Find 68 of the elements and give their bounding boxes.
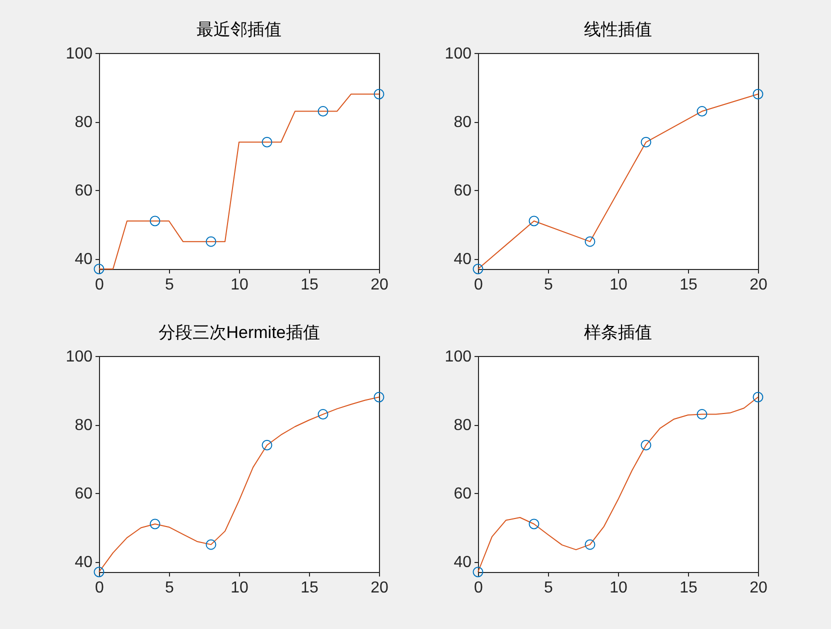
line-series bbox=[478, 94, 758, 270]
point bbox=[374, 88, 384, 100]
x-tick-label: 20 bbox=[750, 276, 768, 294]
point bbox=[528, 518, 540, 530]
y-tick-label: 80 bbox=[74, 417, 93, 434]
y-tick-label: 40 bbox=[454, 554, 472, 572]
point bbox=[752, 392, 764, 402]
line-series bbox=[478, 396, 758, 572]
point bbox=[318, 409, 328, 420]
chart-title: 样条插值 bbox=[584, 323, 652, 342]
x-tick-label: 10 bbox=[230, 276, 248, 294]
point bbox=[262, 440, 272, 450]
point bbox=[150, 518, 160, 530]
x-tick-label: 5 bbox=[544, 276, 554, 294]
point bbox=[318, 106, 328, 117]
point bbox=[528, 216, 540, 226]
y-tick-label: 60 bbox=[454, 486, 472, 503]
y-tick-label: 40 bbox=[454, 251, 472, 268]
x-tick-label: 10 bbox=[610, 276, 628, 294]
x-tick-label: 0 bbox=[95, 276, 104, 294]
point bbox=[472, 264, 484, 274]
x-tick-label: 0 bbox=[474, 276, 484, 294]
x-tick-label: 15 bbox=[300, 276, 318, 294]
line-series bbox=[98, 94, 380, 270]
y-tick-label: 100 bbox=[66, 348, 93, 366]
point bbox=[696, 409, 708, 420]
x-tick-label: 5 bbox=[165, 276, 174, 294]
point bbox=[472, 566, 484, 578]
y-tick-label: 80 bbox=[454, 417, 472, 434]
x-tick-label: 0 bbox=[95, 580, 104, 596]
y-tick-label: 80 bbox=[454, 114, 472, 132]
point bbox=[584, 539, 596, 550]
y-tick-label: 60 bbox=[74, 182, 93, 200]
point bbox=[206, 539, 216, 550]
y-tick-label: 100 bbox=[66, 46, 93, 62]
x-tick-label: 20 bbox=[370, 580, 388, 596]
line-series bbox=[98, 396, 380, 572]
y-tick-label: 60 bbox=[74, 486, 93, 503]
chart-title: 最近邻插值 bbox=[196, 20, 282, 39]
point bbox=[94, 264, 104, 274]
y-tick-label: 100 bbox=[444, 348, 472, 366]
point bbox=[640, 136, 652, 148]
point bbox=[206, 236, 216, 247]
x-tick-label: 0 bbox=[474, 580, 484, 596]
x-tick-label: 20 bbox=[750, 580, 768, 596]
chart-title: 分段三次Hermite插值 bbox=[158, 323, 320, 342]
y-tick-label: 100 bbox=[444, 46, 472, 62]
point bbox=[150, 216, 160, 226]
x-tick-label: 5 bbox=[544, 580, 554, 596]
x-tick-label: 15 bbox=[680, 580, 698, 596]
point bbox=[584, 236, 596, 247]
point bbox=[696, 106, 708, 117]
point bbox=[262, 136, 272, 148]
point bbox=[752, 88, 764, 100]
point bbox=[94, 566, 104, 578]
x-tick-label: 10 bbox=[230, 580, 248, 596]
chart-title: 线性插值 bbox=[584, 20, 652, 39]
x-tick-label: 10 bbox=[610, 580, 628, 596]
y-tick-label: 60 bbox=[454, 182, 472, 200]
y-tick-label: 40 bbox=[74, 554, 93, 572]
y-tick-label: 80 bbox=[74, 114, 93, 132]
point bbox=[374, 392, 384, 402]
point bbox=[640, 440, 652, 450]
x-tick-label: 15 bbox=[680, 276, 698, 294]
y-tick-label: 40 bbox=[74, 251, 93, 268]
x-tick-label: 20 bbox=[370, 276, 388, 294]
x-tick-label: 5 bbox=[165, 580, 174, 596]
x-tick-label: 15 bbox=[300, 580, 318, 596]
